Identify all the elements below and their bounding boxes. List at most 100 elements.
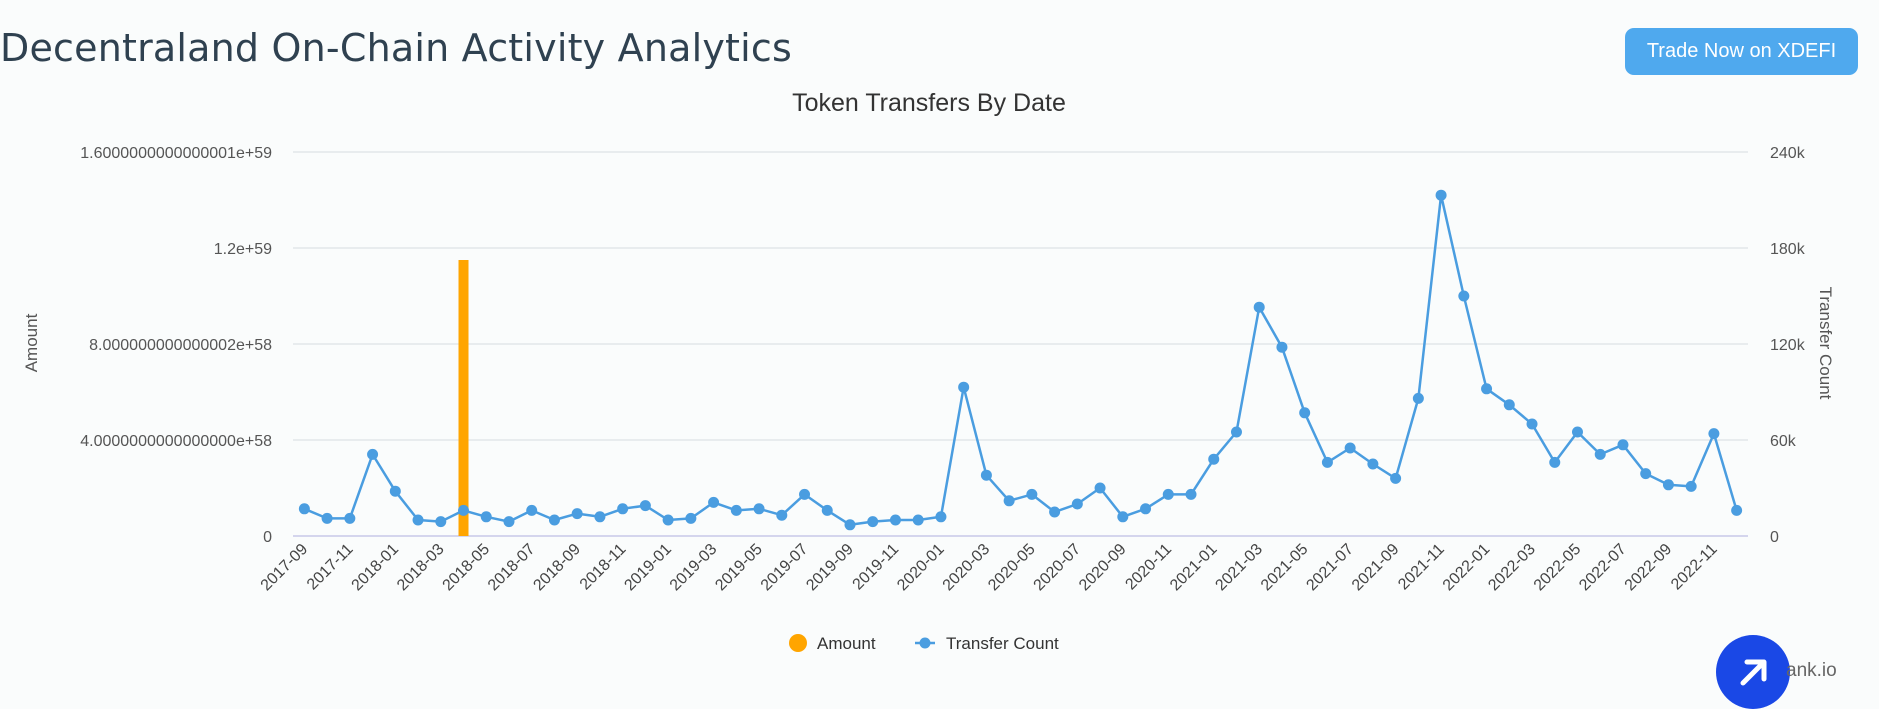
transfer-count-point: [1412, 392, 1424, 404]
arrow-up-right-icon: [1740, 659, 1767, 686]
transfer-count-point: [1662, 479, 1674, 491]
transfer-count-point: [458, 504, 470, 516]
x-tick-label: 2017-11: [304, 541, 357, 594]
transfer-count-point: [1549, 456, 1561, 468]
transfer-count-point: [1003, 495, 1015, 507]
x-tick-label: 2018-03: [394, 541, 448, 595]
transfer-count-point: [889, 514, 901, 526]
legend-label: Transfer Count: [946, 634, 1059, 653]
transfer-count-point: [799, 488, 811, 500]
x-tick-label: 2021-11: [1395, 541, 1448, 594]
transfer-count-point: [1594, 448, 1606, 460]
transfer-count-point: [367, 448, 379, 460]
x-tick-label: 2022-01: [1440, 541, 1494, 595]
x-tick-label: 2019-07: [758, 541, 812, 595]
trade-now-button[interactable]: Trade Now on XDEFI: [1625, 28, 1858, 75]
transfer-count-point: [1071, 498, 1083, 510]
transfer-count-point: [594, 511, 606, 523]
right-tick-label: 60k: [1770, 433, 1797, 450]
x-tick-label: 2019-11: [850, 541, 903, 594]
transfer-count-point: [1094, 482, 1106, 494]
transfer-count-point: [1230, 426, 1242, 438]
amount-bars: [458, 260, 469, 536]
transfer-count-point: [1571, 426, 1583, 438]
amount-bar: [458, 260, 469, 536]
transfer-count-point: [730, 504, 742, 516]
left-tick-label: 8.000000000000002e+58: [89, 337, 272, 354]
transfer-count-line: [303, 193, 1738, 527]
watermark-text: ank.io: [1786, 660, 1837, 681]
fab-button[interactable]: [1716, 635, 1790, 709]
transfer-count-point: [1526, 418, 1538, 430]
chart-grid: [293, 151, 1748, 537]
transfer-count-point: [980, 469, 992, 481]
transfer-count-point: [958, 381, 970, 393]
chart-legend: Amount Transfer Count: [789, 634, 1059, 653]
x-tick-label: 2019-09: [803, 541, 857, 595]
x-axis-ticks: 2017-092017-112018-012018-032018-052018-…: [258, 541, 1721, 595]
transfer-count-point: [548, 514, 560, 526]
transfer-count-point: [1344, 442, 1356, 454]
legend-item[interactable]: Transfer Count: [915, 634, 1059, 653]
transfer-count-point: [344, 512, 356, 524]
transfer-count-point: [1185, 488, 1197, 500]
left-axis-ticks: 0 4.0000000000000000e+58 8.000000000000002…: [80, 145, 272, 546]
transfer-count-point: [1458, 290, 1470, 302]
transfer-count-point: [435, 516, 447, 528]
legend-marker: [789, 634, 807, 652]
token-transfers-chart: Token Transfers By Date 0 4.0000000000000…: [22, 89, 1835, 653]
transfer-count-point: [1026, 488, 1038, 500]
chart-title: Token Transfers By Date: [792, 89, 1066, 117]
transfer-count-point: [776, 509, 788, 521]
transfer-count-point: [1321, 456, 1333, 468]
transfer-count-point: [1117, 511, 1129, 523]
x-tick-label: 2021-07: [1303, 541, 1357, 595]
x-tick-label: 2022-09: [1622, 541, 1676, 595]
right-axis-label: Transfer Count: [1816, 287, 1835, 400]
transfer-count-point: [526, 504, 538, 516]
transfer-count-point: [571, 508, 583, 520]
transfer-count-point: [708, 496, 720, 508]
x-tick-label: 2019-01: [621, 541, 675, 595]
transfer-count-point: [321, 512, 333, 524]
transfer-count-point: [617, 503, 629, 515]
transfer-count-point: [1208, 453, 1220, 465]
transfer-count-point: [1276, 341, 1288, 353]
x-tick-label: 2018-07: [485, 541, 539, 595]
left-axis-label: Amount: [22, 313, 41, 372]
left-tick-label: 4.0000000000000000e+58: [80, 433, 272, 450]
transfer-count-point: [685, 512, 697, 524]
right-axis-ticks: 0 60k 120k 180k 240k: [1770, 145, 1806, 546]
left-tick-label: 0: [263, 529, 272, 546]
x-tick-label: 2018-09: [530, 541, 584, 595]
transfer-count-point: [1503, 399, 1515, 411]
transfer-count-point: [298, 503, 310, 515]
transfer-count-series: [298, 189, 1743, 531]
transfer-count-point: [1640, 468, 1652, 480]
x-tick-label: 2021-09: [1349, 541, 1403, 595]
x-tick-label: 2022-07: [1576, 541, 1630, 595]
x-tick-label: 2019-03: [667, 541, 721, 595]
transfer-count-point: [1435, 189, 1447, 201]
legend-label: Amount: [817, 634, 876, 653]
transfer-count-point: [1390, 472, 1402, 484]
transfer-count-point: [662, 514, 674, 526]
transfer-count-point: [639, 500, 651, 512]
right-tick-label: 180k: [1770, 241, 1806, 258]
x-tick-label: 2021-03: [1212, 541, 1266, 595]
transfer-count-point: [1253, 301, 1265, 313]
legend-item[interactable]: Amount: [789, 634, 876, 653]
transfer-count-point: [1617, 439, 1629, 451]
right-tick-label: 240k: [1770, 145, 1806, 162]
transfer-count-point: [1731, 504, 1743, 516]
x-tick-label: 2020-07: [1031, 541, 1085, 595]
x-tick-label: 2020-05: [985, 541, 1039, 595]
transfer-count-point: [1140, 503, 1152, 515]
x-tick-label: 2018-05: [440, 541, 494, 595]
x-tick-label: 2020-09: [1076, 541, 1130, 595]
transfer-count-point: [1367, 458, 1379, 470]
x-tick-label: 2020-11: [1122, 541, 1175, 594]
right-tick-label: 120k: [1770, 337, 1806, 354]
transfer-count-point: [844, 519, 856, 531]
transfer-count-point: [935, 511, 947, 523]
